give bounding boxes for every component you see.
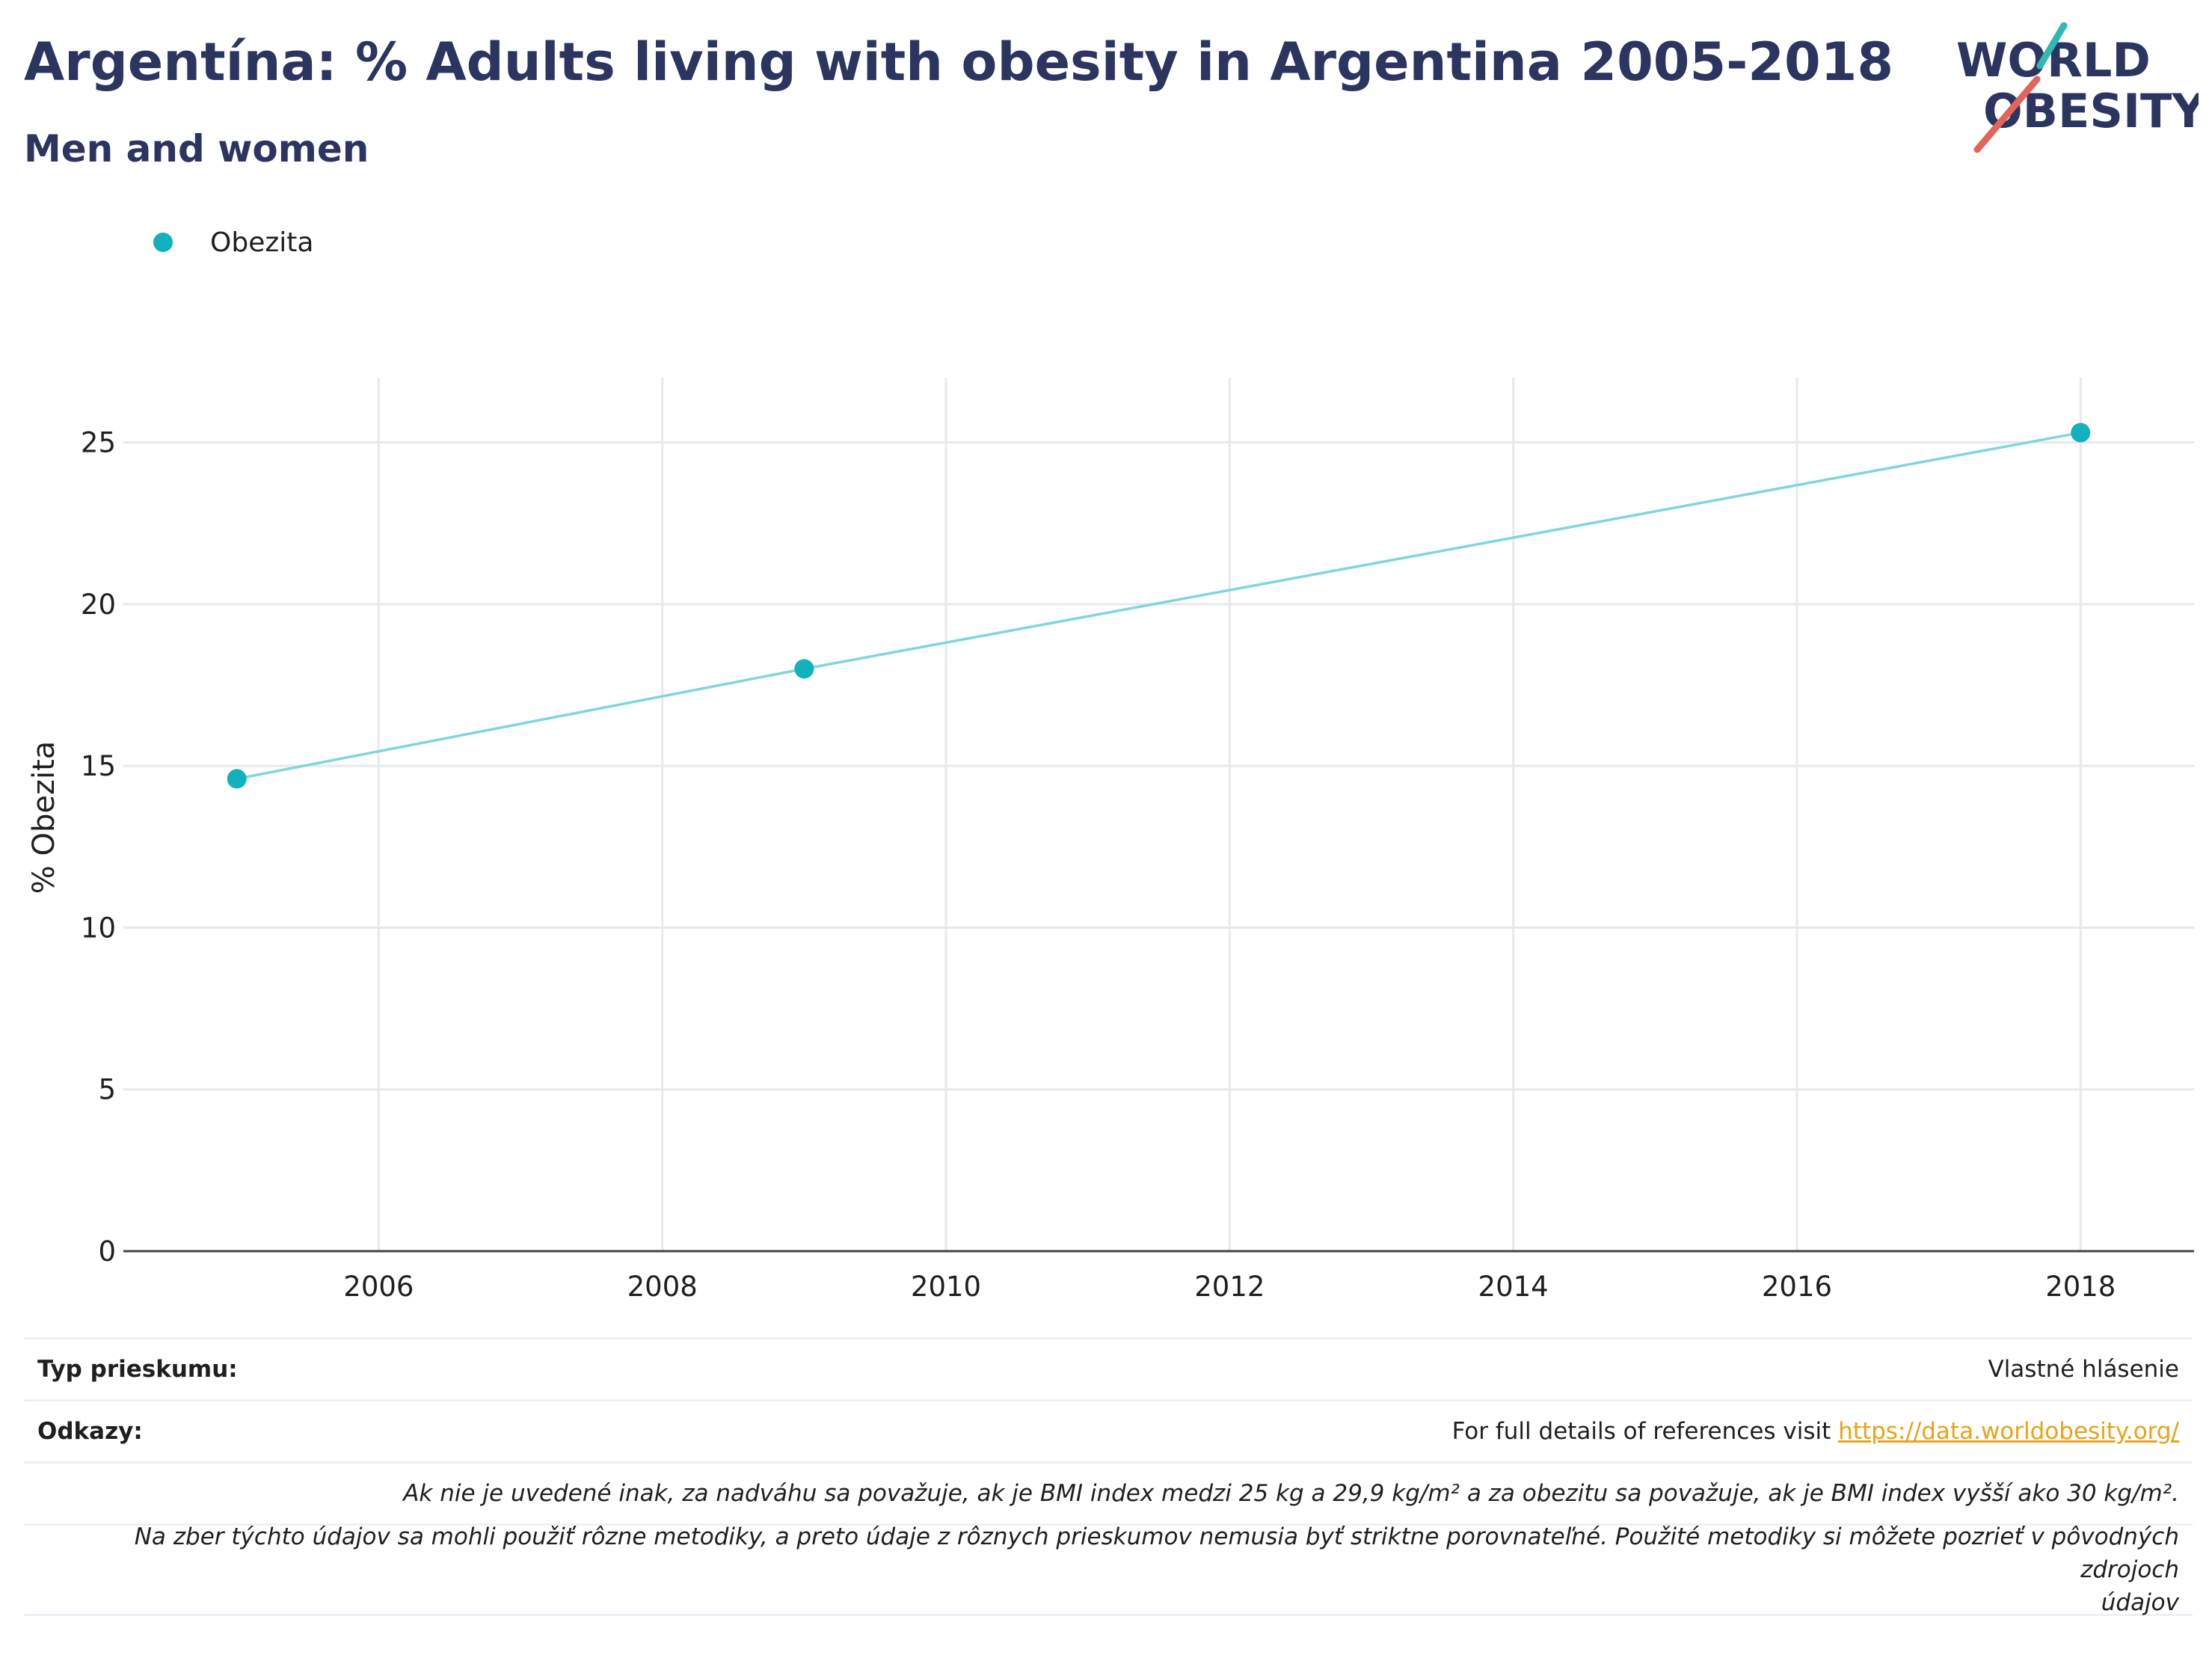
data-point xyxy=(794,659,814,679)
definition-note: Ak nie je uvedené inak, za nadváhu sa po… xyxy=(403,1480,2179,1507)
y-tick-label: 10 xyxy=(81,912,116,944)
chart-subtitle: Men and women xyxy=(24,127,369,171)
x-tick-label: 2018 xyxy=(2045,1271,2116,1303)
x-tick-label: 2010 xyxy=(911,1271,981,1303)
logo-slash-teal xyxy=(2036,22,2068,70)
chart-title: Argentína: % Adults living with obesity … xyxy=(24,31,1894,93)
x-tick-label: 2014 xyxy=(1478,1271,1549,1303)
methodology-note-line1: Na zber týchto údajov sa mohli použiť rô… xyxy=(134,1523,2179,1583)
legend-marker xyxy=(153,233,173,252)
x-tick-label: 2012 xyxy=(1194,1271,1265,1303)
world-obesity-logo: WORLD OBESITY xyxy=(1956,22,2199,153)
y-tick-label: 0 xyxy=(98,1235,116,1268)
line-chart: 2006 2008 2010 2012 2014 2016 2018 0 5 10 15 20 25 %… xyxy=(27,378,2194,1303)
tick-labels: 2006 2008 2010 2012 2014 2016 2018 0 5 10 15 20 25 xyxy=(81,427,2116,1303)
series-line xyxy=(236,431,2081,781)
data-point xyxy=(2071,423,2091,443)
methodology-note-line2: údajov xyxy=(2101,1589,2179,1616)
methodology-note-row: Na zber týchto údajov sa mohli použiť rô… xyxy=(24,1523,2193,1616)
logo-slash-red xyxy=(1973,76,2041,153)
x-tick-label: 2006 xyxy=(343,1271,414,1303)
legend[interactable]: Obezita xyxy=(153,224,313,260)
references-link[interactable]: https://data.worldobesity.org/ xyxy=(1838,1418,2179,1445)
definition-note-row: Ak nie je uvedené inak, za nadváhu sa po… xyxy=(24,1461,2193,1523)
y-tick-label: 5 xyxy=(98,1074,116,1106)
references-row: Odkazy: For full details of references v… xyxy=(24,1399,2193,1461)
y-tick-label: 15 xyxy=(81,750,116,782)
y-axis-label: % Obezita xyxy=(27,741,61,894)
legend-label: Obezita xyxy=(210,227,314,258)
references-value: For full details of references visit htt… xyxy=(1452,1418,2179,1445)
references-text: For full details of references visit xyxy=(1451,1418,1839,1445)
data-point xyxy=(227,769,247,789)
references-label: Odkazy: xyxy=(37,1418,143,1445)
y-tick-label: 25 xyxy=(81,427,116,459)
survey-type-row: Typ prieskumu: Vlastné hlásenie xyxy=(24,1337,2193,1399)
series xyxy=(227,423,2091,789)
x-tick-label: 2008 xyxy=(627,1271,698,1303)
y-tick-label: 20 xyxy=(81,589,116,621)
x-tick-label: 2016 xyxy=(1762,1271,1832,1303)
logo-word-obesity: OBESITY xyxy=(1983,84,2199,138)
footer-table: Typ prieskumu: Vlastné hlásenie Odkazy: … xyxy=(24,1337,2193,1616)
grid xyxy=(123,378,2194,1251)
survey-type-value: Vlastné hlásenie xyxy=(1988,1356,2179,1383)
survey-type-label: Typ prieskumu: xyxy=(37,1356,238,1383)
